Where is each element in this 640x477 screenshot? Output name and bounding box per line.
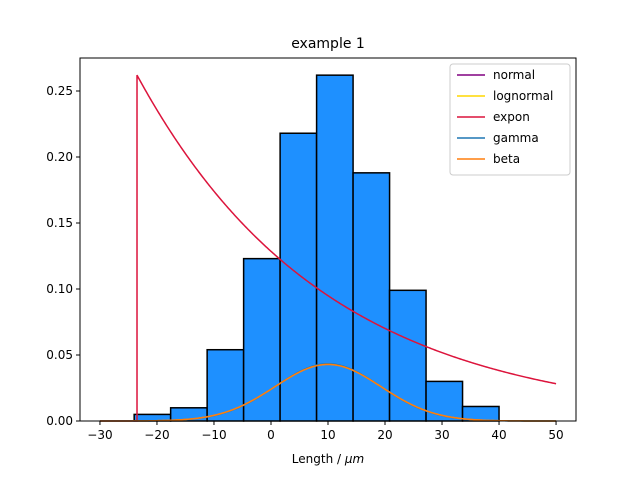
x-tick-label: −20 [144, 428, 169, 442]
legend-label-expon: expon [493, 110, 530, 124]
y-tick-label: 0.00 [46, 414, 73, 428]
y-tick-label: 0.15 [46, 216, 73, 230]
curve-layer [99, 74, 557, 422]
x-axis-label: Length / μm [292, 452, 364, 466]
histogram-bar-5 [279, 132, 318, 422]
histogram-layer [133, 74, 500, 422]
y-tick-label: 0.10 [46, 282, 73, 296]
chart-title: example 1 [291, 36, 365, 52]
y-tick-label: 0.20 [46, 150, 73, 164]
x-tick-label: 10 [320, 428, 335, 442]
x-tick-label: 30 [434, 428, 449, 442]
legend-label-normal: normal [493, 68, 535, 82]
legend-label-gamma: gamma [493, 131, 539, 145]
histogram-bar-7 [352, 172, 391, 422]
x-tick-label: 50 [548, 428, 563, 442]
x-axis-label-text: Length / [292, 452, 345, 466]
x-tick-label: −30 [87, 428, 112, 442]
curve-expon [99, 74, 557, 422]
legend: normal lognormal expon gamma beta [449, 63, 571, 176]
x-tick-label: 0 [267, 428, 275, 442]
x-tick-label: −10 [201, 428, 226, 442]
legend-label-beta: beta [493, 152, 520, 166]
y-tick-label: 0.25 [46, 84, 73, 98]
histogram-bar-9 [425, 380, 464, 422]
x-axis-ticks: −30 −20 −10 0 10 20 30 40 50 [87, 421, 564, 442]
histogram-bar-6 [315, 74, 354, 422]
histogram-bar-4 [242, 257, 281, 422]
curve-beta [99, 363, 557, 422]
y-tick-label: 0.05 [46, 348, 73, 362]
histogram-bar-3 [206, 348, 245, 422]
y-axis-ticks: 0.00 0.05 0.10 0.15 0.20 0.25 [46, 84, 80, 428]
x-tick-label: 20 [377, 428, 392, 442]
x-axis-label-unit: μm [344, 452, 364, 466]
x-tick-label: 40 [491, 428, 506, 442]
legend-box [449, 63, 571, 176]
histogram-bar-8 [388, 289, 427, 422]
legend-label-lognormal: lognormal [493, 89, 553, 103]
